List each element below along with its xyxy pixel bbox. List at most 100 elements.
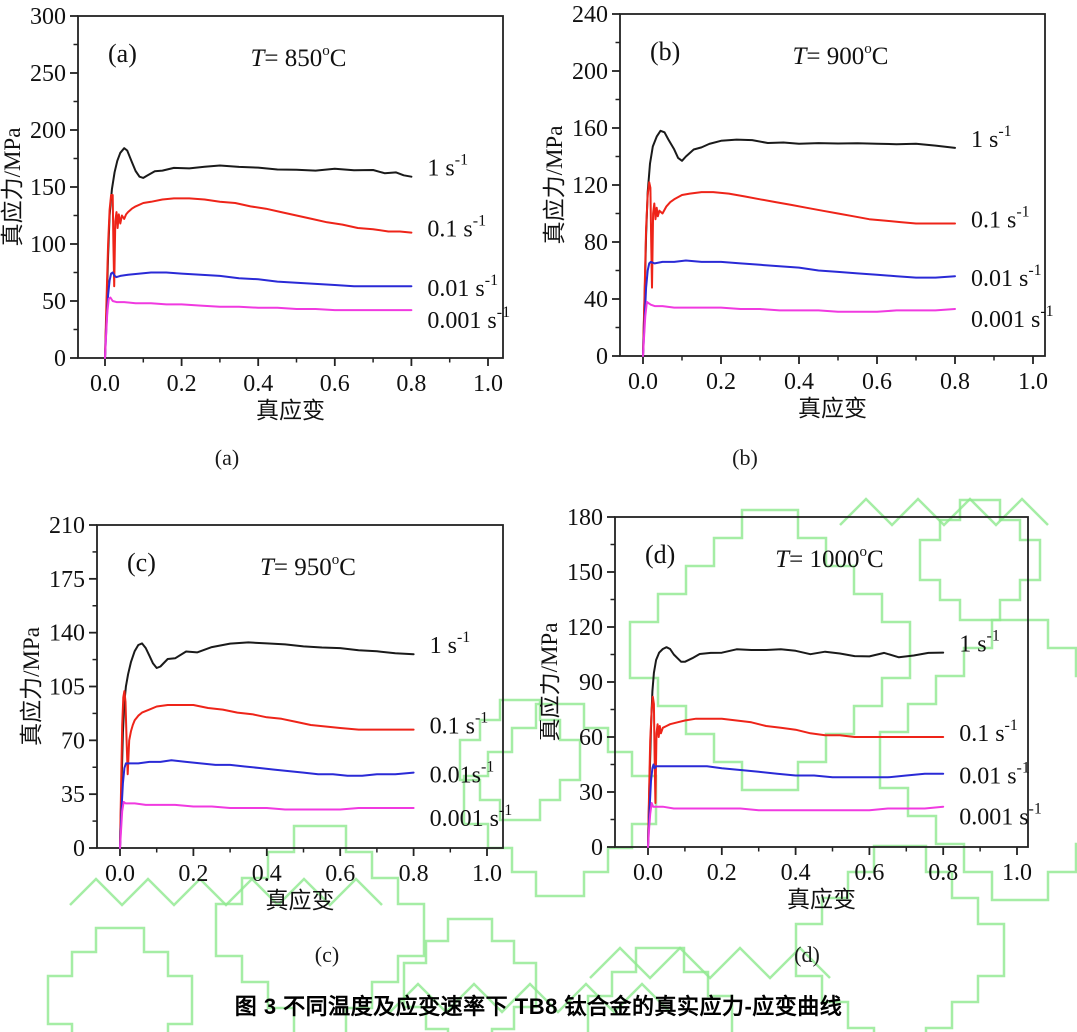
series-curve-0.1 s⁻¹ [647,695,945,848]
series-curve-0.001 s⁻¹ [104,296,413,359]
series-curve-0.1 s⁻¹ [104,194,413,359]
y-tick-label: 30 [579,780,603,806]
chart-b: 0 40 80 120 160 200 240 0.0 0.2 0.4 0.6 0.8 1.0 真应力/M… [542,2,1054,421]
series-curve-0.1 s⁻¹ [642,181,956,357]
series-curve-0.1 s⁻¹ [119,690,415,849]
y-tick-label: 35 [61,782,85,808]
series-curve-0.01s⁻¹ [119,759,415,849]
y-tick-label: 250 [30,61,66,87]
series-label-0.001 s⁻¹: 0.001 s-1 [971,303,1054,333]
y-tick-label: 50 [42,289,66,315]
y-tick-label: 105 [49,675,85,701]
y-tick-label: 200 [30,118,66,144]
figure-caption: 图 3 不同温度及应变速率下 TB8 钛合金的真实应力-应变曲线 [234,994,843,1019]
panel-label: (a) [108,39,137,68]
series-label-0.01 s⁻¹: 0.01 s-1 [427,272,498,302]
temperature-annotation: T= 900oC [793,41,889,70]
series-label-0.1 s⁻¹: 0.1 s-1 [971,203,1030,233]
series-label-0.1 s⁻¹: 0.1 s-1 [427,213,486,243]
x-tick-label: 0.4 [252,861,282,887]
series-curve-1 s⁻¹ [647,646,945,848]
y-tick-label: 300 [30,4,66,30]
y-tick-label: 40 [584,287,608,313]
series-curve-1 s⁻¹ [104,147,413,359]
x-tick-label: 0.0 [633,860,663,886]
series-label-0.001 s⁻¹: 0.001 s-1 [427,304,510,334]
temperature-annotation: T= 1000oC [775,544,883,573]
panel-caption-c: (c) [314,942,340,967]
series-curve-0.01 s⁻¹ [104,271,413,359]
x-tick-label: 0.4 [243,371,273,397]
x-tick-label: 0.0 [105,861,135,887]
x-tick-label: 0.0 [90,371,120,397]
panel-caption-d: (d) [794,942,820,967]
x-tick-label: 0.4 [781,860,811,886]
y-axis-label: 真应力/MPa [0,128,25,247]
x-tick-label: 1.0 [473,371,503,397]
x-axis-label: 真应变 [787,887,856,912]
x-axis-label: 真应变 [256,398,325,423]
y-tick-label: 150 [30,175,66,201]
x-axis-label: 真应变 [266,888,335,913]
series-curve-0.001 s⁻¹ [642,300,956,357]
y-tick-label: 200 [572,59,608,85]
panel-caption-a: (a) [214,445,240,470]
x-tick-label: 0.2 [178,861,208,887]
y-axis-label: 真应力/MPa [542,126,567,245]
series-curve-1 s⁻¹ [119,641,415,849]
y-tick-label: 175 [49,567,85,593]
x-tick-label: 0.8 [940,369,970,395]
series-curve-0.01 s⁻¹ [647,763,945,848]
x-tick-label: 0.2 [706,369,736,395]
panel-label: (c) [127,548,156,577]
y-tick-label: 80 [584,230,608,256]
panel-label: (b) [650,37,680,66]
temperature-annotation: T= 850oC [251,43,347,72]
chart-d: 0 30 60 90 120 150 180 0.0 0.2 0.4 0.6 0.8 1.0 真应力/MP… [540,505,1042,912]
x-axis-label: 真应变 [798,396,867,421]
chart-c: 0 35 70 105 140 175 210 0.0 0.2 0.4 0.6 0.8 1.0 真应力/M… [19,513,513,913]
x-tick-label: 0.8 [396,371,426,397]
y-tick-label: 120 [572,173,608,199]
y-tick-label: 180 [567,505,603,531]
temperature-annotation: T= 950oC [260,552,356,581]
x-tick-label: 0.6 [320,371,350,397]
y-tick-label: 70 [61,728,85,754]
y-tick-label: 0 [54,346,66,372]
x-tick-label: 0.6 [325,861,355,887]
chart-a: 0 50 100 150 200 250 300 0.0 0.2 0.4 0.6 0.8 1.0 真应力/… [0,4,510,423]
y-tick-label: 60 [579,725,603,751]
series-label-1 s⁻¹: 1 s-1 [971,123,1012,153]
x-tick-label: 0.8 [928,860,958,886]
y-tick-label: 240 [572,2,608,28]
x-tick-label: 0.2 [707,860,737,886]
y-tick-label: 210 [49,513,85,539]
y-tick-label: 0 [73,836,85,862]
y-tick-label: 90 [579,670,603,696]
x-tick-label: 0.4 [784,369,814,395]
y-tick-label: 160 [572,116,608,142]
series-label-0.001 s⁻¹: 0.001 s-1 [430,802,513,832]
x-tick-label: 1.0 [1002,860,1032,886]
x-tick-label: 0.6 [854,860,884,886]
y-tick-label: 150 [567,560,603,586]
y-axis-label: 真应力/MPa [540,623,562,742]
series-label-1 s⁻¹: 1 s-1 [959,628,1000,658]
y-tick-label: 0 [596,344,608,370]
x-tick-label: 0.6 [862,369,892,395]
x-tick-label: 0.0 [628,369,658,395]
series-curve-1 s⁻¹ [642,129,956,357]
panel-label: (d) [645,540,675,569]
series-label-0.01 s⁻¹: 0.01 s-1 [959,760,1030,790]
series-label-1 s⁻¹: 1 s-1 [430,629,471,659]
y-tick-label: 100 [30,232,66,258]
panel-caption-b: (b) [732,445,758,470]
x-tick-label: 1.0 [1018,369,1048,395]
y-tick-label: 120 [567,615,603,641]
series-label-0.01 s⁻¹: 0.01 s-1 [971,262,1042,292]
x-tick-label: 0.8 [399,861,429,887]
series-curve-0.01 s⁻¹ [642,259,956,357]
y-tick-label: 0 [591,835,603,861]
series-curve-0.001 s⁻¹ [647,802,945,848]
series-label-0.01s⁻¹: 0.01s-1 [430,759,495,789]
